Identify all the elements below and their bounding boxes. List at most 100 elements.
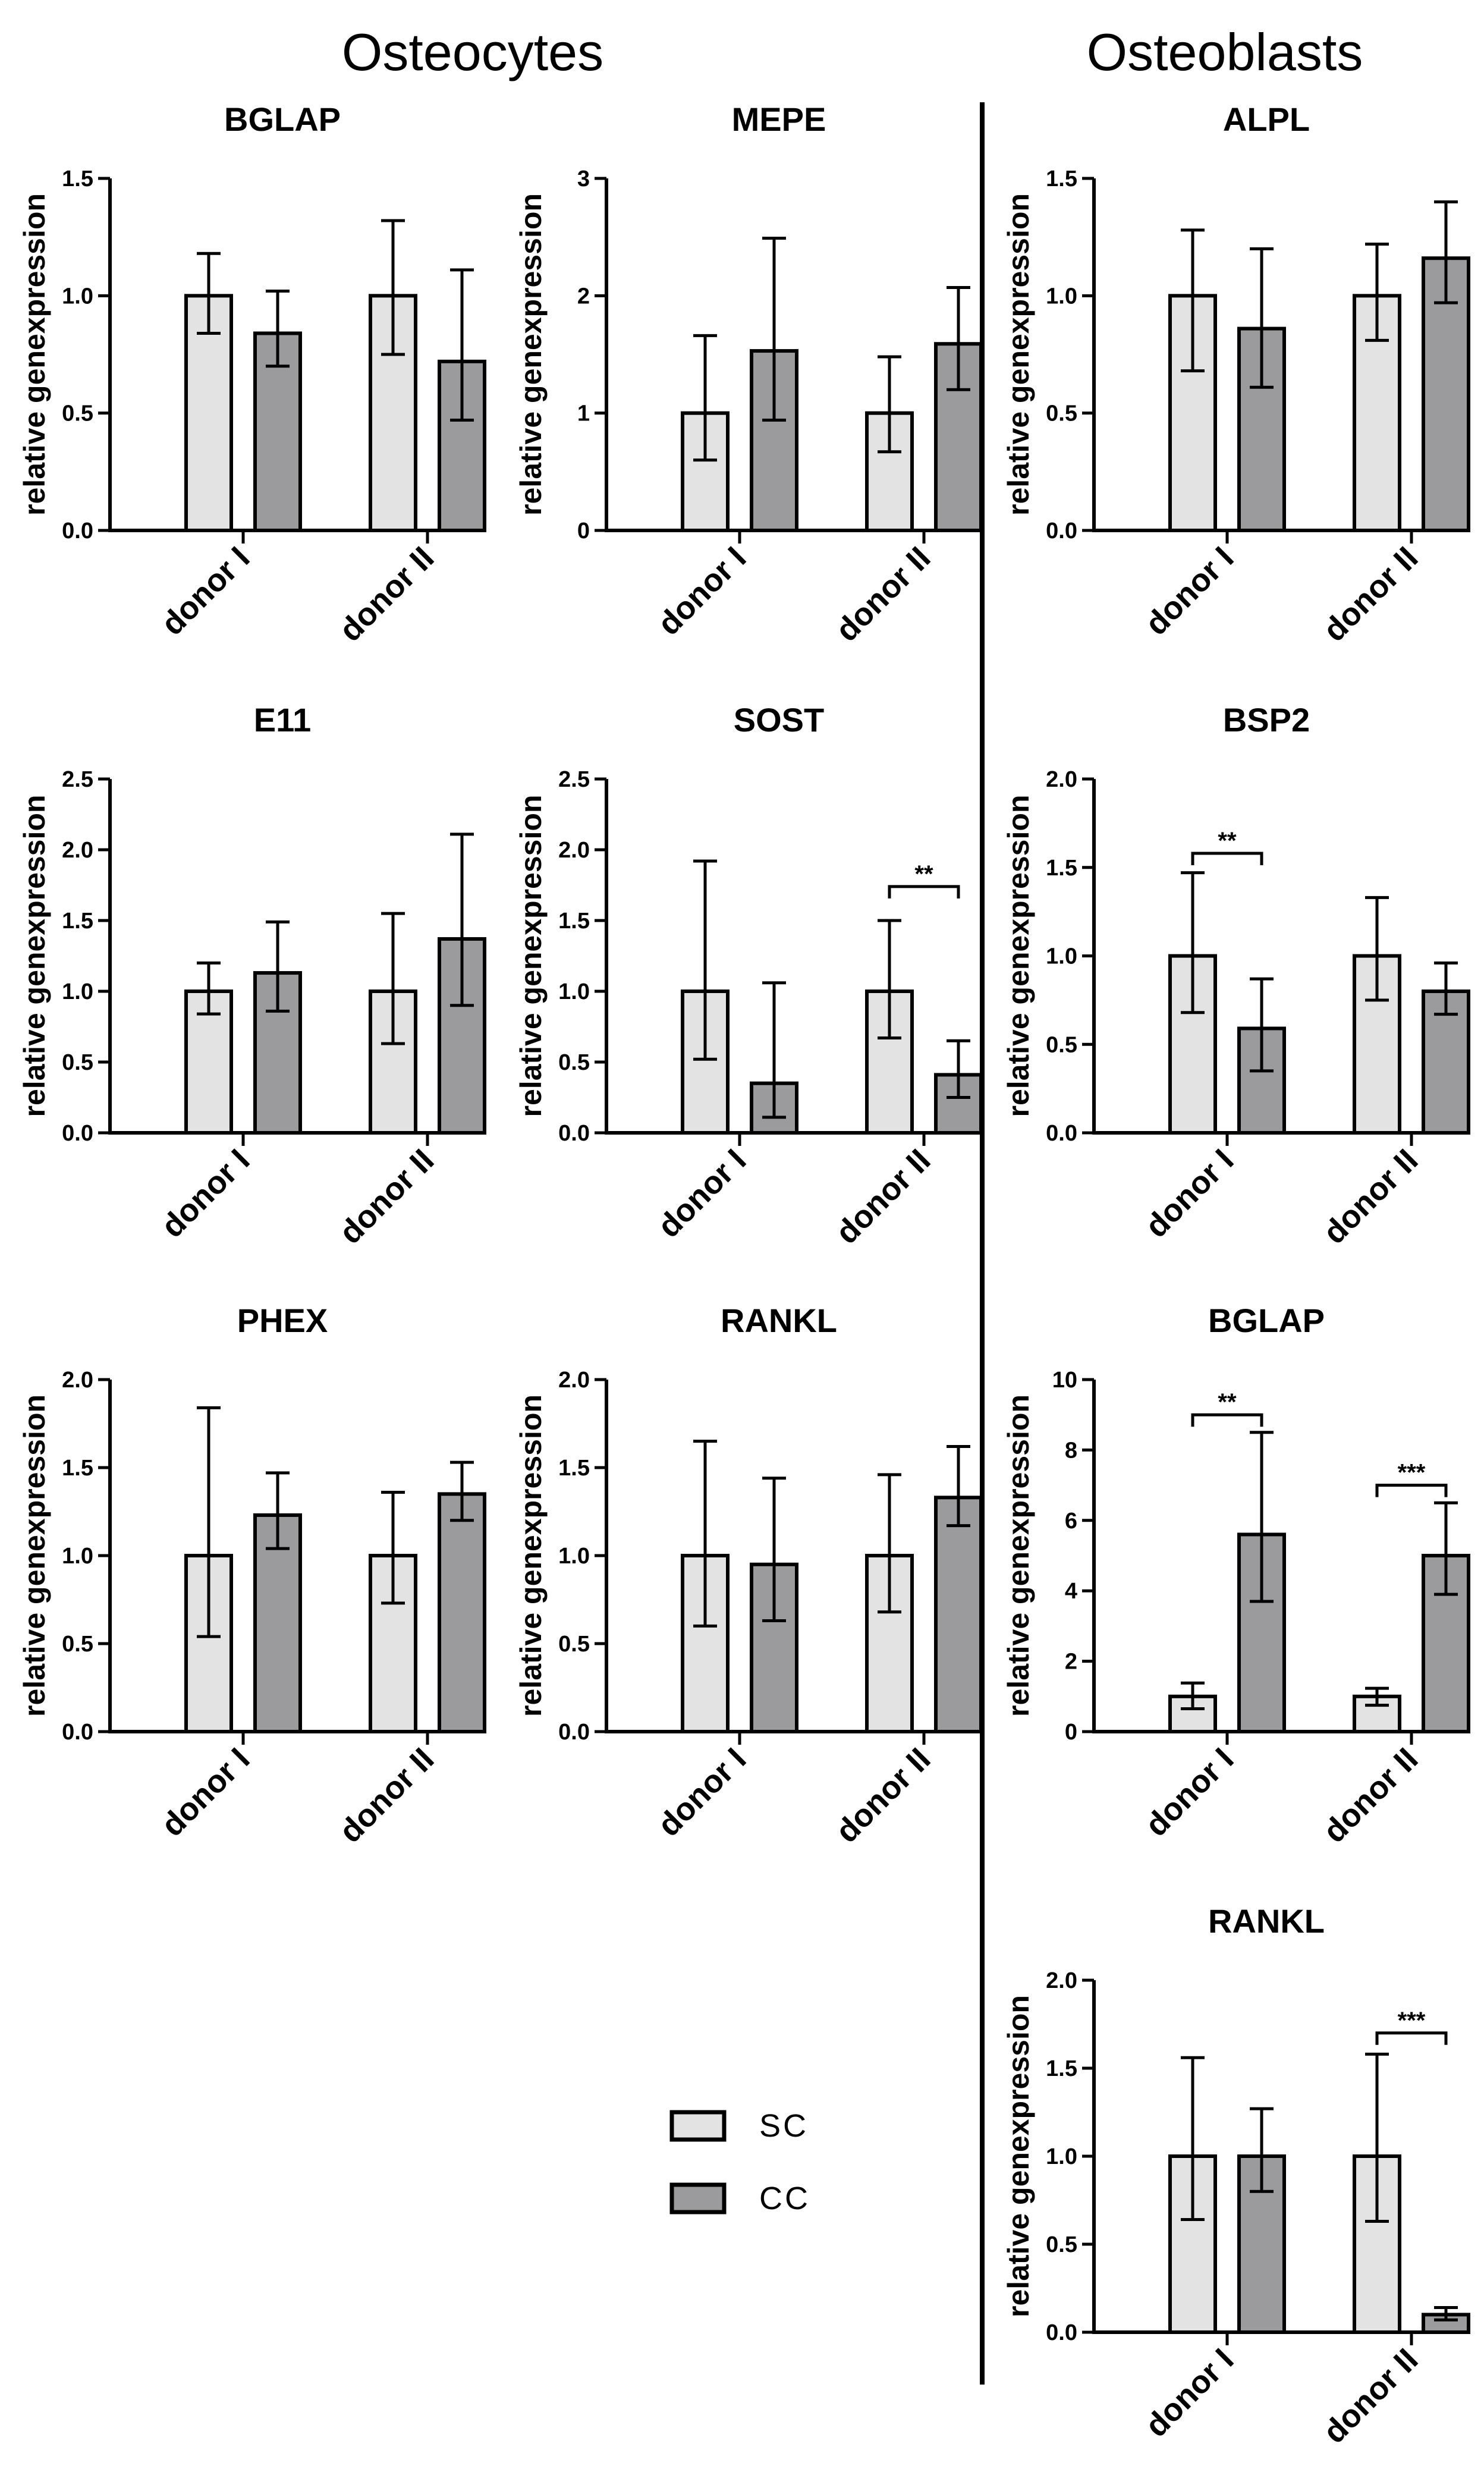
x-category-label: donor I — [1139, 1741, 1241, 1843]
y-axis-label: relative genexpression — [514, 795, 548, 1117]
y-tick-label: 1.0 — [558, 1544, 590, 1569]
y-tick-label: 1.0 — [62, 284, 93, 309]
y-tick-label: 0.0 — [1046, 2320, 1077, 2345]
y-tick-label: 2.0 — [1046, 767, 1077, 792]
y-tick-label: 1.5 — [62, 909, 93, 934]
bar-cc-donor-ii — [438, 1492, 486, 1733]
significance-label: *** — [1398, 2008, 1426, 2034]
y-axis-label: relative genexpression — [1002, 1394, 1035, 1717]
bar-cc-donor-ii — [934, 1496, 983, 1734]
chart-panels: BGLAP 0.0 0.5 1.0 1.5 relative genexpression d… — [18, 100, 1470, 2450]
x-category-label: donor II — [1316, 2342, 1425, 2450]
y-tick-label: 0.5 — [558, 1632, 590, 1657]
significance-bracket — [1375, 2031, 1448, 2045]
header-osteoblasts: Osteoblasts — [1087, 23, 1363, 81]
y-axis-label: relative genexpression — [514, 193, 548, 516]
significance-label: *** — [1398, 1460, 1426, 1486]
y-tick-label: 1.5 — [558, 1456, 590, 1481]
y-tick-label: 1.5 — [1046, 2056, 1077, 2081]
panel-title: SOST — [734, 701, 824, 739]
y-tick-label: 1.5 — [558, 909, 590, 934]
y-tick-label: 0.5 — [1046, 1032, 1077, 1057]
x-category-label: donor II — [829, 540, 937, 648]
significance-bracket — [1191, 852, 1263, 865]
x-category-label: donor I — [651, 540, 753, 642]
significance-label: ** — [914, 861, 933, 887]
bar-cc-donor-i — [253, 1513, 302, 1733]
y-tick-label: 1.5 — [1046, 856, 1077, 881]
y-tick-label: 0 — [577, 519, 590, 544]
panel-title: MEPE — [732, 100, 826, 138]
x-category-label: donor II — [332, 1741, 441, 1849]
significance-bracket — [1191, 1413, 1263, 1427]
x-category-label: donor I — [651, 1741, 753, 1843]
y-tick-label: 1 — [577, 401, 590, 426]
y-tick-label: 1.0 — [1046, 284, 1077, 309]
x-category-label: donor I — [1139, 540, 1241, 642]
panel-ocy-rankl: RANKL 0.0 0.5 1.0 1.5 2.0 relative genexpressi… — [514, 1302, 983, 1849]
panel-ocy-sost: SOST 0.0 0.5 1.0 1.5 2.0 2.5 relative genexpres… — [514, 701, 983, 1251]
panel-ocy-mepe: MEPE 0 1 2 3 relative genexpression donor I don… — [514, 100, 983, 648]
y-tick-label: 1.0 — [558, 979, 590, 1004]
y-tick-label: 2.0 — [62, 838, 93, 863]
y-tick-label: 0.0 — [1046, 1121, 1077, 1146]
y-tick-label: 10 — [1052, 1368, 1077, 1393]
x-category-label: donor I — [155, 1142, 257, 1245]
x-category-label: donor I — [1139, 2342, 1241, 2444]
header-osteocytes: Osteocytes — [342, 23, 603, 81]
significance-label: ** — [1218, 828, 1237, 854]
y-tick-label: 0.5 — [1046, 401, 1077, 426]
y-tick-label: 4 — [1065, 1579, 1077, 1604]
panel-ocy-phex: PHEX 0.0 0.5 1.0 1.5 2.0 relative genexpressio… — [18, 1302, 486, 1849]
legend-label-sc: SC — [759, 2108, 809, 2144]
x-category-label: donor I — [1139, 1142, 1241, 1245]
y-tick-label: 0.5 — [1046, 2232, 1077, 2257]
x-category-label: donor II — [1316, 1142, 1425, 1251]
panel-title: RANKL — [1208, 1902, 1325, 1940]
y-tick-label: 2.5 — [62, 767, 93, 792]
panel-title: PHEX — [237, 1302, 328, 1339]
y-tick-label: 0.0 — [558, 1121, 590, 1146]
y-tick-label: 0.0 — [62, 1720, 93, 1745]
y-axis-label: relative genexpression — [18, 1394, 51, 1717]
x-category-label: donor II — [1316, 1741, 1425, 1849]
y-tick-label: 0.5 — [62, 401, 93, 426]
y-tick-label: 2.0 — [1046, 1968, 1077, 1993]
y-axis-label: relative genexpression — [18, 795, 51, 1117]
y-tick-label: 0.5 — [62, 1050, 93, 1075]
significance-bracket — [888, 885, 960, 899]
y-tick-label: 8 — [1065, 1438, 1077, 1463]
y-tick-label: 0.5 — [558, 1050, 590, 1075]
y-tick-label: 1.0 — [1046, 2144, 1077, 2169]
y-tick-label: 0.0 — [62, 1121, 93, 1146]
y-axis-label: relative genexpression — [18, 193, 51, 516]
y-tick-label: 2.0 — [558, 1368, 590, 1393]
panel-title: E11 — [254, 701, 312, 739]
y-tick-label: 1.0 — [1046, 944, 1077, 969]
y-tick-label: 0.5 — [62, 1632, 93, 1657]
y-axis-label: relative genexpression — [1002, 1995, 1035, 2317]
y-tick-label: 0.0 — [558, 1720, 590, 1745]
panel-title: RANKL — [721, 1302, 837, 1339]
x-category-label: donor II — [829, 1142, 937, 1251]
significance-label: ** — [1218, 1389, 1237, 1415]
x-category-label: donor II — [829, 1741, 937, 1849]
legend: SC CC — [669, 2108, 809, 2216]
y-tick-label: 0.0 — [1046, 519, 1077, 544]
panel-ocy-e11: E11 0.0 0.5 1.0 1.5 2.0 2.5 relative genexpress… — [18, 701, 486, 1251]
x-category-label: donor II — [332, 1142, 441, 1251]
y-axis-label: relative genexpression — [1002, 193, 1035, 516]
y-tick-label: 1.5 — [1046, 167, 1077, 191]
y-tick-label: 2 — [1065, 1650, 1077, 1675]
panel-title: BGLAP — [224, 100, 341, 138]
y-tick-label: 1.0 — [62, 979, 93, 1004]
legend-swatch-sc — [669, 2110, 727, 2142]
y-tick-label: 3 — [577, 167, 590, 191]
y-tick-label: 0.0 — [62, 519, 93, 544]
y-tick-label: 1.0 — [62, 1544, 93, 1569]
y-tick-label: 1.5 — [62, 1456, 93, 1481]
y-tick-label: 2 — [577, 284, 590, 309]
y-tick-label: 6 — [1065, 1509, 1077, 1534]
y-tick-label: 0 — [1065, 1720, 1077, 1745]
